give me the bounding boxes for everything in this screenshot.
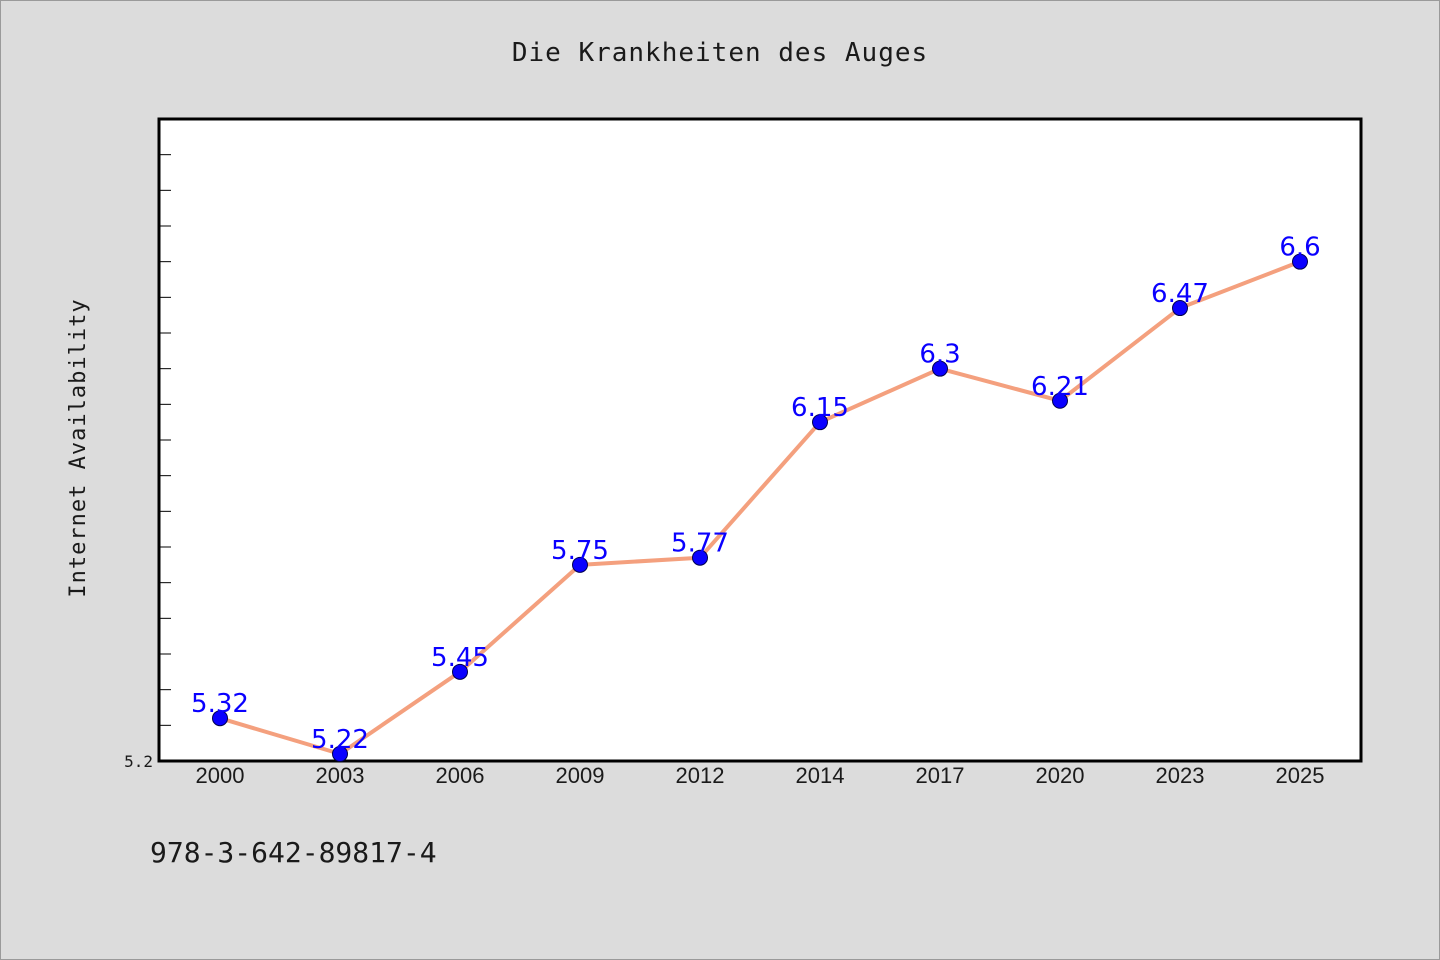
data-label: 5.77 xyxy=(671,529,729,559)
data-label: 6.3 xyxy=(919,340,960,370)
x-tick-label: 2023 xyxy=(1156,763,1205,788)
data-points xyxy=(212,253,1308,762)
y-tick-label: 5.2 xyxy=(124,752,153,771)
series-line xyxy=(219,259,1301,756)
data-point xyxy=(1292,253,1308,270)
data-label: 6.6 xyxy=(1279,233,1320,263)
data-point xyxy=(572,556,588,573)
x-tick-label: 2006 xyxy=(436,763,485,788)
data-point xyxy=(1172,300,1188,317)
data-label: 6.47 xyxy=(1151,279,1209,309)
x-tick-label: 2017 xyxy=(916,763,965,788)
data-point xyxy=(812,414,828,431)
data-label: 5.45 xyxy=(431,643,489,673)
x-tick-label: 2020 xyxy=(1036,763,1085,788)
data-label: 5.75 xyxy=(551,536,609,566)
y-axis-label: Internet Availability xyxy=(66,298,91,597)
x-axis-ticks: 2000 2003 2006 2009 2012 2014 2017 2020 2023 2025 xyxy=(196,763,1325,788)
data-point xyxy=(932,360,948,377)
data-labels: 5.32 5.22 5.45 5.75 5.77 6.15 6.3 6.21 6.47 6.6 xyxy=(191,233,1321,755)
data-point xyxy=(692,549,708,566)
x-tick-label: 2003 xyxy=(316,763,365,788)
x-tick-label: 2000 xyxy=(196,763,245,788)
data-label: 6.21 xyxy=(1031,372,1089,402)
data-point xyxy=(212,710,228,727)
x-tick-label: 2025 xyxy=(1276,763,1325,788)
x-tick-label: 2009 xyxy=(556,763,605,788)
x-tick-label: 2014 xyxy=(796,763,845,788)
chart-title: Die Krankheiten des Auges xyxy=(512,38,928,68)
data-label: 6.15 xyxy=(791,393,849,423)
data-point xyxy=(1052,392,1068,409)
data-label: 5.32 xyxy=(191,689,249,719)
x-tick-label: 2012 xyxy=(676,763,725,788)
data-point xyxy=(332,745,348,762)
y-axis-ticks: 5.2 xyxy=(124,154,171,771)
plot-area xyxy=(157,117,1363,763)
data-point xyxy=(452,663,468,680)
data-label: 5.22 xyxy=(311,725,369,755)
isbn-text: 978-3-642-89817-4 xyxy=(150,836,437,869)
